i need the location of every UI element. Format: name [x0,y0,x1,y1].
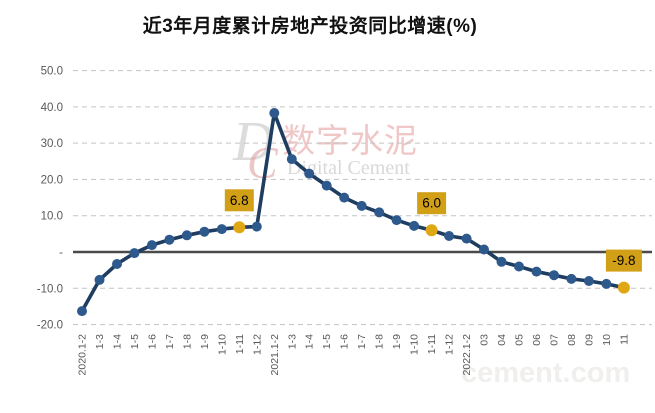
x-axis-tick-label: 04 [496,334,508,346]
x-axis-tick-label: 1-7 [164,334,176,349]
x-axis-tick-label: 1-10 [216,334,228,355]
y-axis-tick-label: 30.0 [41,138,63,150]
x-axis-tick-label: 07 [548,334,560,346]
data-point-marker [374,207,385,218]
data-point-marker [146,240,157,251]
y-axis-tick-label: - [59,247,63,259]
data-point-marker [479,244,489,255]
x-axis-tick-label: 1-9 [199,334,211,349]
data-point-marker [461,233,472,244]
x-axis-tick-label: 1-3 [94,334,106,349]
x-axis-tick-label: 03 [479,334,491,346]
data-point-marker [566,273,577,284]
x-axis-tick-label: 1-6 [339,334,351,349]
y-axis-tick-label: 10.0 [41,211,63,223]
y-axis-tick-label: -20.0 [37,320,63,332]
data-label-box [605,249,642,272]
x-axis-tick-label: 1-3 [286,334,298,349]
data-label-box [417,192,447,215]
x-axis-tick-label: 1-9 [391,334,403,349]
data-label-box [224,189,254,212]
data-point-marker [514,261,524,272]
x-axis-tick-label: 1-7 [356,334,368,349]
x-axis-tick-label: 1-4 [304,334,316,349]
data-point-marker [269,108,280,118]
data-point-marker [77,306,87,317]
data-point-marker [583,276,594,286]
data-point-marker [164,234,175,245]
x-axis-tick-label: 05 [514,334,526,346]
x-axis-tick-label: 1-4 [111,334,123,349]
data-label-text: 6.0 [422,196,441,211]
data-point-marker [286,154,297,165]
x-axis-tick-label: 1-8 [374,334,386,349]
y-axis-tick-label: 40.0 [41,102,63,114]
x-axis-tick-label: 1-10 [409,334,421,355]
x-axis-tick-label: 1-5 [321,334,333,349]
data-point-marker [112,259,122,269]
x-axis-tick-label: 2020.1-2 [77,334,89,376]
highlighted-data-point [425,224,438,237]
data-point-marker [321,180,332,191]
x-axis-tick-label: 1-8 [181,334,193,349]
data-label-text: 6.8 [230,193,249,208]
highlighted-data-point [617,281,630,294]
data-point-marker [339,192,350,203]
x-axis-tick-label: 2021.1-2 [269,334,281,376]
chart-title: 近3年月度累计房地产投资同比增速(%) [142,16,478,37]
x-axis-tick-label: 1-11 [234,334,246,354]
x-axis-tick-label: 1-6 [146,334,158,349]
x-axis-tick-label: 2022.1-2 [461,334,473,376]
data-point-marker [531,266,542,277]
data-point-marker [391,215,402,226]
data-point-marker [496,256,507,267]
data-point-marker [251,221,262,232]
x-axis-tick-label: 11 [618,334,630,345]
x-axis-tick-label: 06 [531,334,543,346]
x-axis-tick-label: 10 [601,334,613,346]
data-point-marker [199,226,210,237]
data-point-marker [216,224,227,235]
x-axis-tick-label: 09 [583,334,595,346]
data-point-marker [444,231,455,241]
y-axis-tick-label: -10.0 [37,283,63,295]
x-axis-tick-label: 08 [566,334,578,346]
data-point-marker [409,220,420,231]
x-axis-tick-label: 1-12 [251,334,263,355]
x-axis-tick-label: 1-11 [426,334,438,354]
x-axis-tick-label: 1-5 [129,334,141,349]
data-point-marker [129,248,140,259]
data-point-marker [181,230,192,241]
data-point-marker [304,168,315,179]
y-axis-tick-label: 20.0 [41,174,63,186]
data-point-marker [549,270,559,281]
data-point-marker [601,278,612,289]
x-axis-tick-label: 1-12 [444,334,456,355]
y-axis-tick-label: 50.0 [41,66,63,78]
data-label-text: -9.8 [612,253,635,268]
data-point-marker [94,274,105,285]
highlighted-data-point [233,221,246,234]
data-point-marker [356,200,367,211]
